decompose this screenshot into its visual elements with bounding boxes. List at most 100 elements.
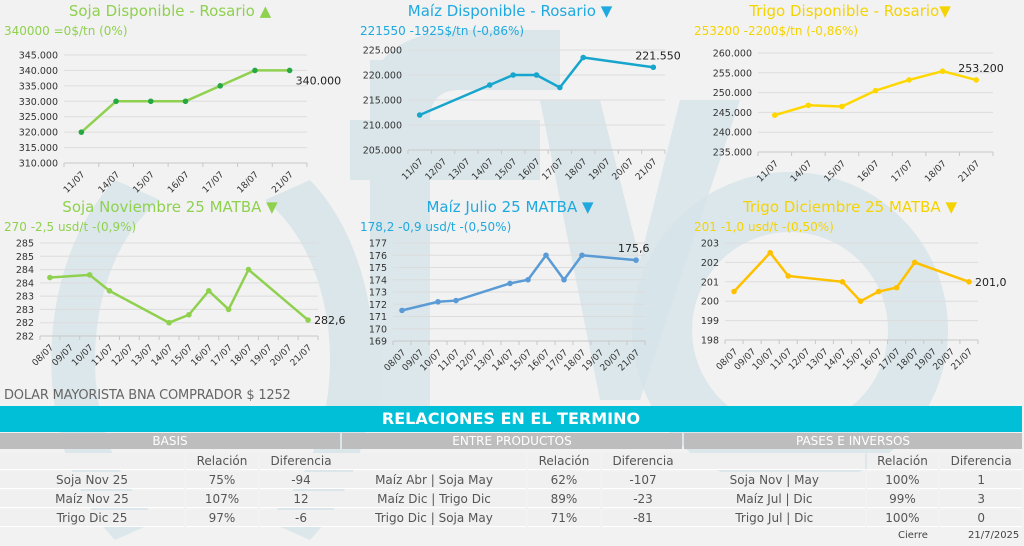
table-cell: Soja Nov 25 (0, 472, 184, 489)
cierre-label: Cierre (898, 530, 928, 541)
chart-subtitle: 178,2 -0,9 usd/t -(0,50%) (360, 220, 512, 234)
table-cell: 100% (866, 472, 939, 489)
table-cell: Maíz Abr | Soja May (342, 472, 526, 489)
relaciones-title: RELACIONES EN EL TERMINO (0, 406, 1022, 432)
last-value-label: 340.000 (296, 74, 342, 87)
column-header: Relación (866, 453, 939, 470)
table-cell: Trigo Dic 25 (0, 510, 184, 527)
chart-title: Maíz Julio 25 MATBA ▼ (426, 198, 594, 216)
table-row: Soja Nov | May 100% 1 (684, 472, 1022, 489)
chart-title: Maíz Disponible - Rosario ▼ (407, 2, 613, 20)
data-point (225, 306, 232, 313)
data-point (872, 87, 879, 94)
table-cell: -6 (260, 510, 342, 527)
series-line (733, 250, 970, 303)
table-cell: 1 (940, 472, 1022, 489)
data-point (966, 279, 972, 285)
column-header: Relación (528, 453, 600, 470)
chart-title: Soja Noviembre 25 MATBA ▼ (62, 198, 278, 216)
data-point (435, 299, 441, 305)
data-point (186, 311, 192, 318)
data-point (305, 317, 311, 323)
y-tick-label: 310.000 (19, 159, 58, 170)
data-point (839, 279, 846, 285)
y-tick-label: 284 (16, 265, 34, 276)
table-row: Maíz Nov 25 107% 12 (0, 491, 342, 508)
y-tick-label: 171 (369, 312, 387, 323)
column-header (684, 453, 865, 470)
table-row: Trigo Dic 25 97% -6 (0, 510, 342, 527)
data-point (245, 266, 252, 273)
table-cell: -94 (260, 472, 342, 489)
table-header-row: Relación Diferencia (0, 453, 342, 470)
table-cell: 12 (260, 491, 342, 508)
chart-subtitle: 340000 =0$/tn (0%) (4, 24, 128, 38)
table-cell: 0 (940, 510, 1022, 527)
y-tick-label: 174 (369, 275, 387, 286)
y-tick-label: 260.000 (713, 49, 752, 60)
data-point (973, 77, 980, 83)
y-tick-label: 245.000 (713, 108, 752, 119)
data-point (286, 67, 293, 74)
data-point (650, 64, 657, 71)
y-tick-label: 198 (701, 336, 719, 347)
y-tick-label: 335.000 (19, 81, 58, 92)
data-point (939, 68, 946, 75)
y-tick-label: 172 (369, 300, 387, 311)
data-point (805, 102, 812, 109)
table-header-row: Relación Diferencia (684, 453, 1022, 470)
y-tick-label: 330.000 (19, 97, 58, 108)
y-tick-label: 285 (16, 252, 34, 263)
data-point (771, 112, 778, 118)
y-tick-label: 170 (369, 324, 387, 335)
data-point (580, 54, 587, 61)
data-point (543, 252, 549, 259)
table-cell: 62% (528, 472, 600, 489)
y-tick-label: 202 (701, 258, 719, 269)
line-chart: 19819920020120220308/0709/0710/0711/0712… (701, 239, 1007, 373)
column-header: Diferencia (940, 453, 1022, 470)
section-pases-header: PASES E INVERSOS (684, 433, 1022, 449)
y-tick-label: 177 (369, 239, 387, 250)
cierre-date: 21/7/2025 (968, 530, 1020, 541)
y-tick-label: 201 (701, 277, 719, 288)
chart-title: Soja Disponible - Rosario ▲ (68, 2, 272, 20)
table-0: Relación Diferencia Soja Nov 25 75% -94 Maíz … (0, 451, 344, 529)
data-point (486, 82, 493, 88)
table-row: Maíz Jul | Dic 99% 3 (684, 491, 1022, 508)
table-row: Maíz Abr | Soja May 62% -107 (342, 472, 684, 489)
data-point (893, 284, 900, 291)
data-point (906, 77, 912, 83)
table-cell: Maíz Dic | Trigo Dic (342, 491, 526, 508)
last-value-label: 282,6 (314, 314, 346, 327)
table-cell: Maíz Jul | Dic (684, 491, 865, 508)
y-tick-label: 176 (369, 251, 387, 262)
table-cell: 97% (186, 510, 258, 527)
table-row: Trigo Jul | Dic 100% 0 (684, 510, 1022, 527)
data-point (839, 103, 845, 110)
data-point (557, 84, 563, 91)
y-tick-label: 255.000 (713, 68, 752, 79)
table-row: Trigo Dic | Soja May 71% -81 (342, 510, 684, 527)
y-tick-label: 345.000 (19, 51, 58, 62)
column-header: Diferencia (602, 453, 684, 470)
column-header: Relación (186, 453, 258, 470)
table-cell: 100% (866, 510, 939, 527)
table-cell: 107% (186, 491, 258, 508)
y-tick-label: 203 (701, 239, 719, 250)
chart-title: Trigo Diciembre 25 MATBA ▼ (743, 198, 957, 216)
data-point (453, 297, 459, 304)
table-cell: -23 (602, 491, 684, 508)
table-cell: 71% (528, 510, 600, 527)
y-tick-label: 200 (701, 297, 719, 308)
last-value-label: 201,0 (975, 276, 1007, 289)
data-point (731, 288, 737, 295)
line-chart: 16917017117217317417517617708/0709/0710/… (369, 239, 650, 374)
y-tick-label: 240.000 (713, 128, 752, 139)
y-tick-label: 284 (16, 278, 34, 289)
table-cell: 3 (940, 491, 1022, 508)
data-point (147, 98, 154, 105)
table-cell: Soja Nov | May (684, 472, 865, 489)
data-point (106, 288, 113, 294)
chart-subtitle: 201 -1,0 usd/t -(0,50%) (694, 220, 834, 234)
